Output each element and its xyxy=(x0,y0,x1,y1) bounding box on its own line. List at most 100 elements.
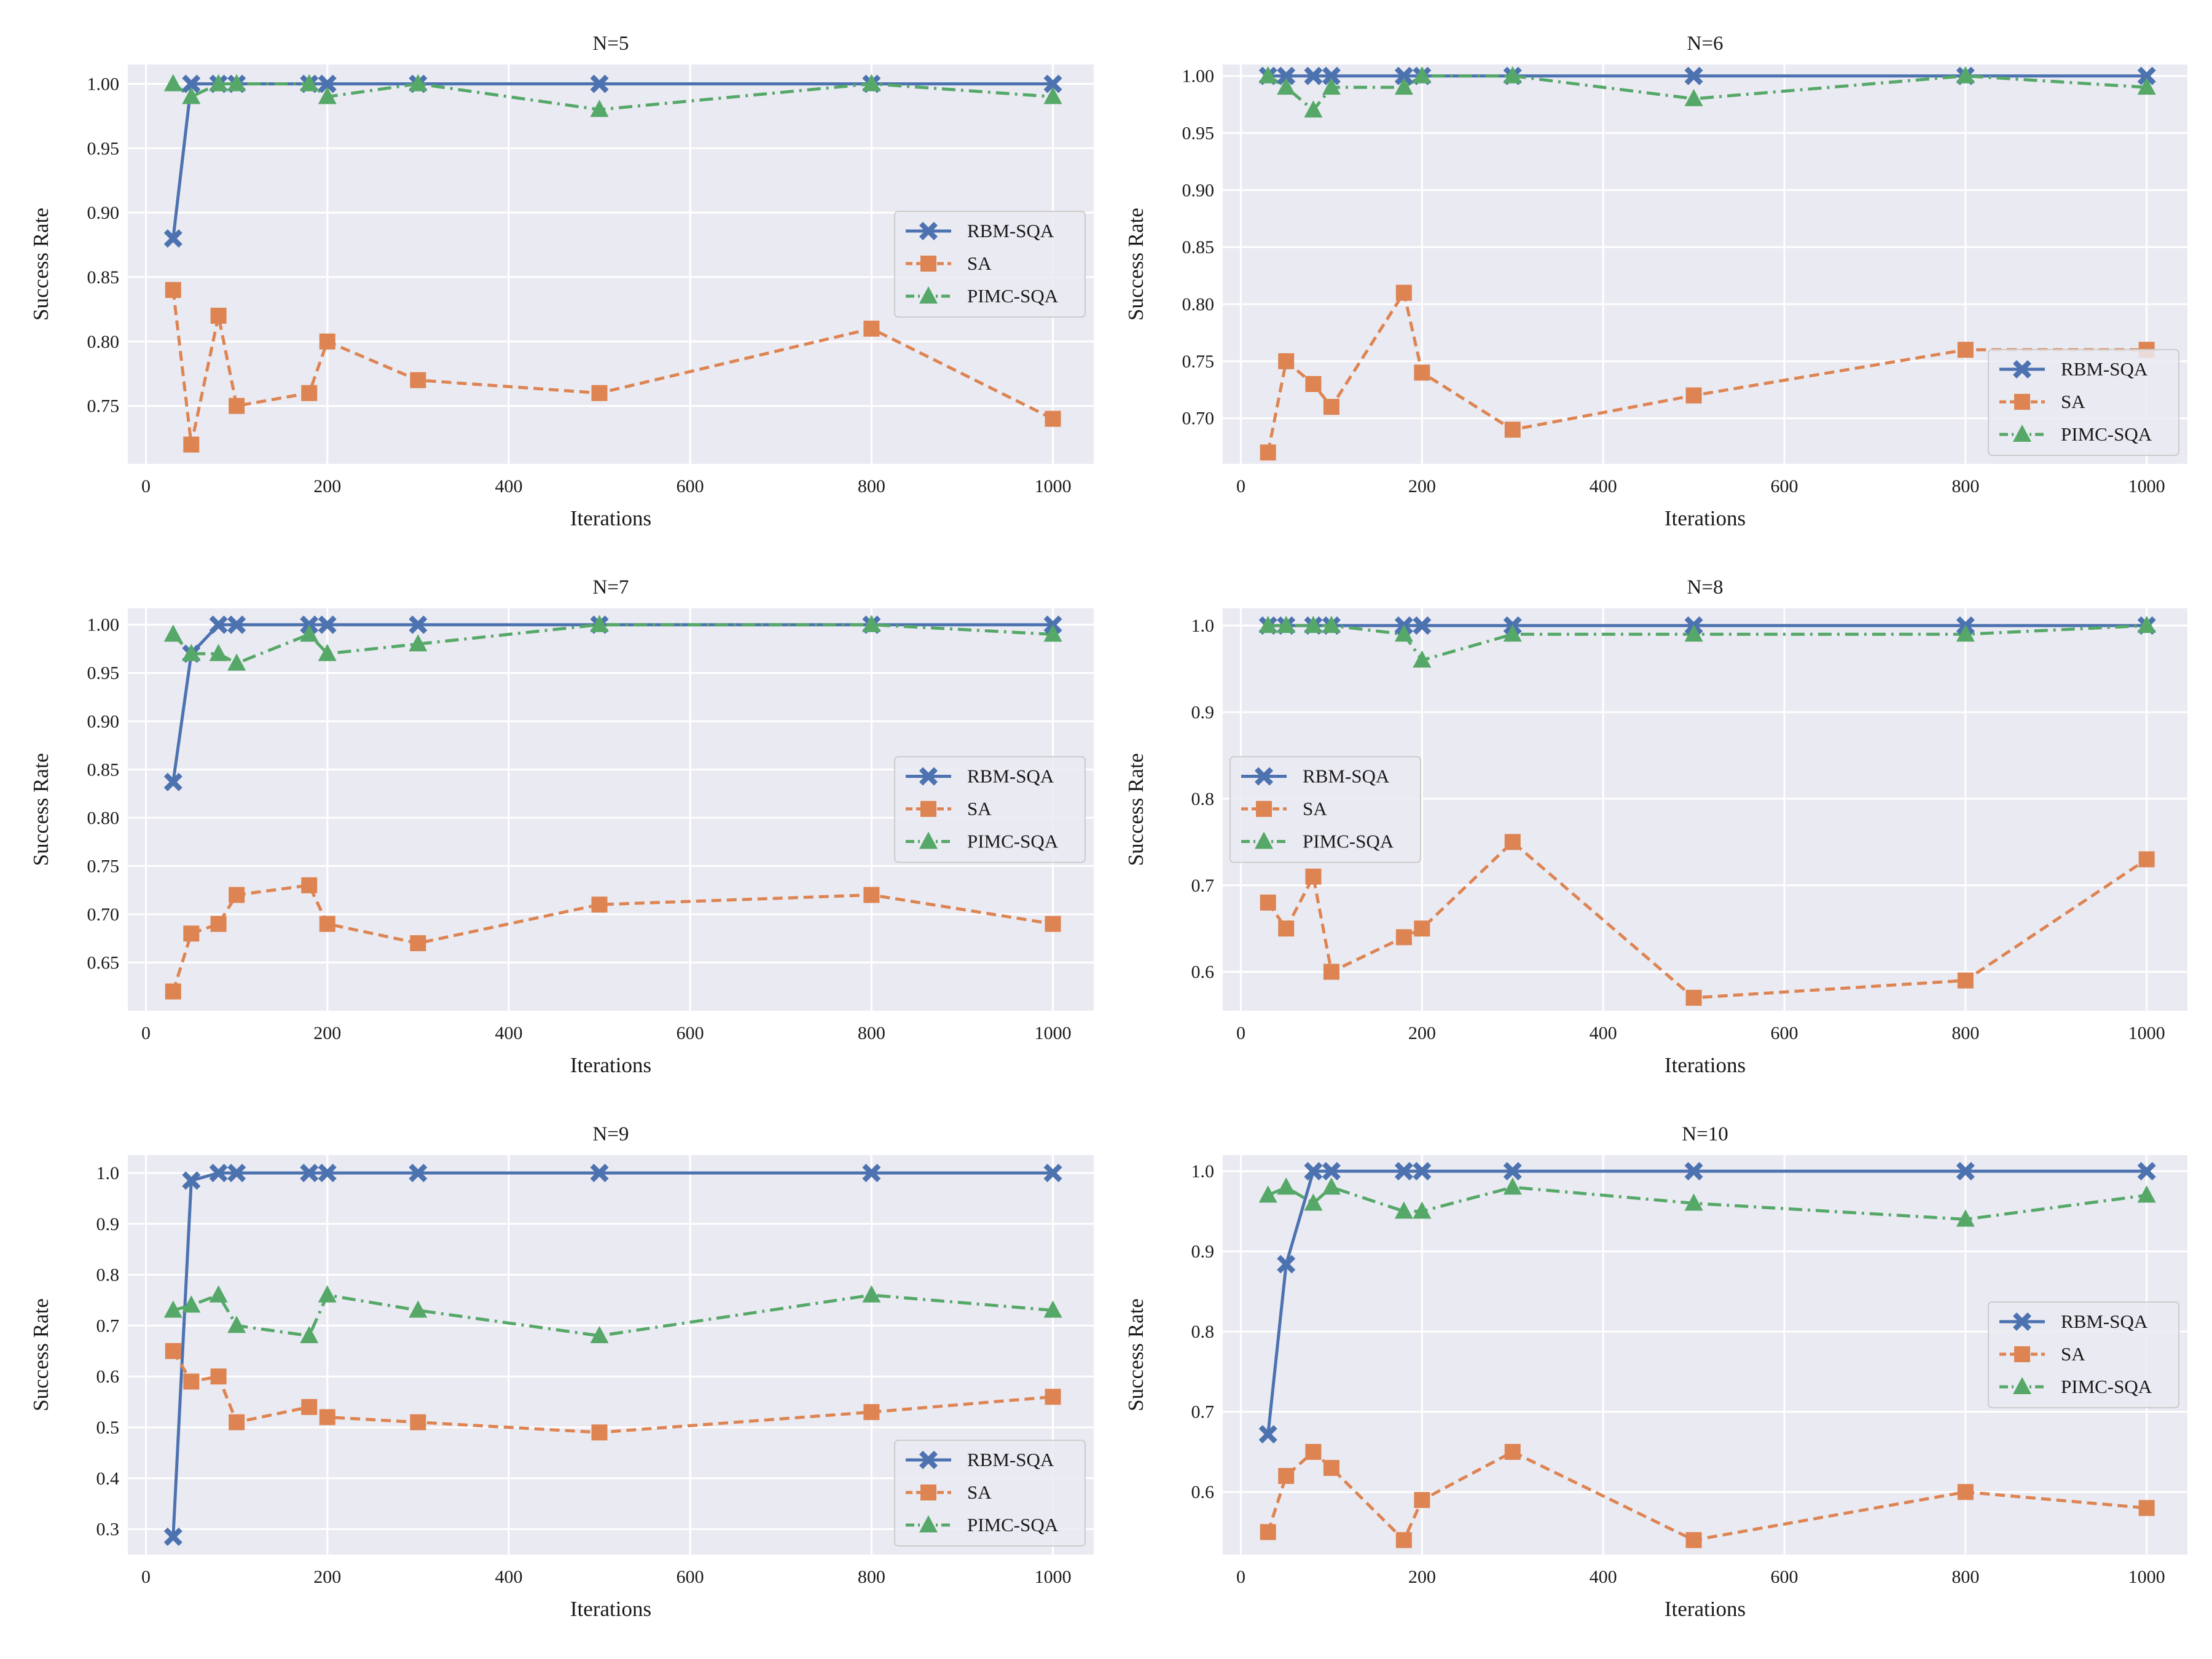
data-point-sa xyxy=(1685,1532,1702,1548)
data-point-pimc xyxy=(1322,616,1341,633)
x-tick-label: 800 xyxy=(858,1567,885,1587)
y-axis-label: Success Rate xyxy=(1124,208,1148,321)
data-point-rbm xyxy=(590,1163,609,1182)
x-tick-label: 200 xyxy=(1408,476,1436,496)
data-point-pimc xyxy=(1503,624,1522,642)
data-point-sa xyxy=(410,1414,426,1430)
y-axis-label: Success Rate xyxy=(1124,753,1148,866)
data-point-pimc xyxy=(590,614,609,632)
data-point-rbm xyxy=(409,615,428,634)
data-point-sa xyxy=(1260,444,1276,461)
y-tick-label: 0.9 xyxy=(1191,1242,1215,1262)
data-point-pimc xyxy=(227,653,246,671)
chart-title: N=6 xyxy=(1687,33,1724,55)
x-tick-label: 1000 xyxy=(1035,476,1072,496)
data-point-pimc xyxy=(590,1325,609,1343)
data-point-sa xyxy=(1323,1460,1339,1477)
legend-label-pimc: PIMC-SQA xyxy=(967,285,1059,307)
series-line-rbm xyxy=(171,1171,1053,1537)
legend-label-rbm: RBM-SQA xyxy=(967,220,1054,241)
data-point-rbm xyxy=(1684,66,1703,85)
y-tick-label: 0.3 xyxy=(96,1520,120,1540)
data-point-sa xyxy=(1305,868,1322,885)
data-point-pimc xyxy=(1684,88,1703,106)
data-point-pimc xyxy=(182,87,201,104)
data-point-pimc xyxy=(300,1325,319,1343)
data-point-sa xyxy=(1260,1524,1276,1540)
data-point-pimc xyxy=(1503,66,1522,84)
data-point-pimc xyxy=(209,74,228,92)
x-tick-label: 400 xyxy=(495,476,522,496)
legend-marker-rbm xyxy=(919,1451,938,1469)
y-axis-label: Success Rate xyxy=(1124,1298,1148,1411)
data-point-sa xyxy=(1323,963,1339,980)
data-point-pimc xyxy=(227,1316,246,1333)
data-point-rbm xyxy=(1322,1162,1341,1181)
data-point-pimc xyxy=(1322,1177,1341,1195)
data-point-rbm xyxy=(862,1163,881,1182)
legend-label-sa: SA xyxy=(2061,1343,2085,1365)
data-point-pimc xyxy=(1394,77,1413,95)
data-point-sa xyxy=(1305,1443,1322,1460)
data-point-sa xyxy=(1323,399,1339,415)
x-tick-label: 600 xyxy=(677,1023,704,1043)
y-tick-label: 0.4 xyxy=(96,1469,120,1489)
legend-box xyxy=(1230,756,1421,863)
data-point-pimc xyxy=(300,624,319,642)
x-tick-label: 400 xyxy=(1590,1023,1617,1043)
data-point-sa xyxy=(229,887,245,903)
x-tick-label: 0 xyxy=(141,1023,151,1043)
y-tick-label: 1.00 xyxy=(1182,66,1215,87)
data-point-sa xyxy=(1395,284,1412,301)
data-point-sa xyxy=(863,1404,880,1421)
data-point-pimc xyxy=(1394,624,1413,642)
legend-marker-rbm xyxy=(1255,767,1273,786)
series-line-pimc xyxy=(1268,624,2147,662)
x-tick-label: 600 xyxy=(1770,476,1798,496)
series-line-sa xyxy=(171,1350,1053,1434)
chart-panel-2: 0 200 400 600 800 1000 0.70 0.75 0.80 0.85 0.90 0.9… xyxy=(1124,33,2187,530)
data-point-rbm xyxy=(1304,66,1323,85)
x-tick-label: 0 xyxy=(1236,1023,1245,1043)
data-point-pimc xyxy=(409,1300,428,1318)
y-tick-label: 0.70 xyxy=(1182,409,1215,429)
data-point-sa xyxy=(1957,972,1974,989)
y-tick-label: 1.0 xyxy=(1191,1161,1215,1182)
data-point-rbm xyxy=(2137,1162,2156,1181)
data-point-pimc xyxy=(1304,100,1323,118)
data-point-pimc xyxy=(182,1295,201,1313)
series-line-rbm xyxy=(171,82,1053,239)
data-point-rbm xyxy=(1277,1255,1296,1274)
data-point-rbm xyxy=(2137,66,2156,85)
y-axis-label: Success Rate xyxy=(29,208,53,321)
data-point-pimc xyxy=(1277,616,1296,633)
data-point-sa xyxy=(1395,929,1412,946)
legend-label-rbm: RBM-SQA xyxy=(967,1449,1054,1470)
data-point-sa xyxy=(165,281,181,298)
y-tick-label: 0.95 xyxy=(87,663,120,683)
y-tick-label: 0.7 xyxy=(1191,876,1215,896)
data-point-sa xyxy=(863,320,880,337)
series-line-pimc xyxy=(1267,74,2147,112)
data-point-sa xyxy=(1414,1492,1430,1508)
x-tick-label: 0 xyxy=(141,1567,151,1587)
data-point-pimc xyxy=(227,74,246,92)
chart-title: N=8 xyxy=(1687,576,1724,598)
data-point-pimc xyxy=(318,643,337,661)
data-point-pimc xyxy=(2137,1185,2156,1203)
data-point-sa xyxy=(229,1414,245,1430)
series-line-pimc xyxy=(172,82,1053,111)
x-axis-label: Iterations xyxy=(570,1053,651,1077)
y-tick-label: 0.80 xyxy=(87,332,120,352)
chart-title: N=9 xyxy=(593,1123,629,1145)
chart-panel-1: 0 200 400 600 800 1000 0.75 0.80 0.85 0.90 0.95 1.0… xyxy=(29,33,1094,530)
legend-marker-pimc xyxy=(2013,425,2031,442)
y-tick-label: 1.00 xyxy=(87,74,120,94)
data-point-sa xyxy=(591,385,608,401)
data-point-pimc xyxy=(163,74,182,92)
data-point-rbm xyxy=(409,1163,428,1182)
legend-label-pimc: PIMC-SQA xyxy=(2061,1376,2152,1397)
x-tick-label: 0 xyxy=(141,476,151,496)
legend-label-rbm: RBM-SQA xyxy=(2061,358,2148,380)
y-tick-label: 0.9 xyxy=(1191,702,1215,723)
